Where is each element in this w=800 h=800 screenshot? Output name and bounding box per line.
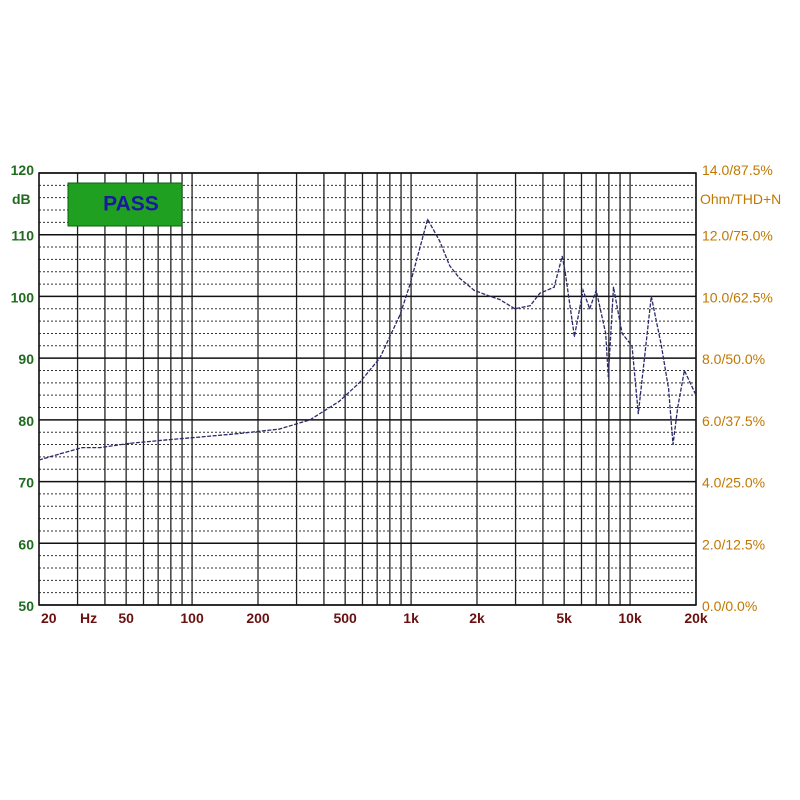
y-right-tick-label: 8.0/50.0% xyxy=(702,351,765,367)
x-tick-label: 1k xyxy=(403,610,419,626)
plot-border xyxy=(38,172,697,606)
data-point xyxy=(605,332,607,335)
y-right-tick-label: 4.0/25.0% xyxy=(702,475,765,491)
data-point xyxy=(660,345,662,347)
data-point xyxy=(278,428,280,430)
data-point xyxy=(458,277,460,279)
y-axis-label: dB xyxy=(12,191,31,207)
data-point xyxy=(631,345,633,347)
y-right-tick-label: 12.0/75.0% xyxy=(702,228,773,244)
data-point xyxy=(399,314,401,316)
pass-badge: PASS xyxy=(67,182,183,227)
data-point xyxy=(650,295,652,298)
data-point xyxy=(514,308,516,310)
x-tick-label: 10k xyxy=(618,610,642,626)
y-right-tick-label: 10.0/62.5% xyxy=(702,289,773,305)
data-point xyxy=(309,419,311,421)
data-point xyxy=(499,298,501,301)
data-point xyxy=(449,264,451,267)
y-tick-label: 120 xyxy=(11,162,35,178)
data-point xyxy=(683,369,685,372)
data-point xyxy=(427,218,429,220)
data-point xyxy=(198,436,200,438)
y-tick-label: 80 xyxy=(18,413,34,429)
data-point xyxy=(668,388,670,390)
y-right-tick-label: 14.0/87.5% xyxy=(702,162,773,178)
curve xyxy=(38,217,697,461)
data-point xyxy=(677,406,679,409)
data-point xyxy=(582,289,584,291)
data-point xyxy=(59,453,61,455)
data-point xyxy=(489,295,491,298)
data-point xyxy=(573,335,576,338)
data-point xyxy=(409,283,411,285)
data-point xyxy=(589,308,591,310)
data-point xyxy=(539,292,541,294)
data-point xyxy=(672,443,674,446)
data-point xyxy=(637,413,639,415)
data-point xyxy=(621,332,623,335)
data-point xyxy=(358,382,360,384)
x-tick-label: 2k xyxy=(469,610,485,626)
data-point xyxy=(607,376,609,378)
pass-badge-box xyxy=(67,182,183,227)
pass-badge-text: PASS xyxy=(103,193,159,216)
data-point xyxy=(99,447,101,449)
data-point xyxy=(338,400,340,402)
data-point xyxy=(695,394,697,396)
y-right-tick-label: 0.0/0.0% xyxy=(702,598,757,614)
y-tick-label: 100 xyxy=(11,289,35,305)
x-tick-label: 20 xyxy=(41,610,57,626)
data-point xyxy=(561,255,563,257)
y-tick-label: 110 xyxy=(11,228,34,244)
data-point xyxy=(595,289,597,291)
data-point xyxy=(529,305,531,307)
data-point xyxy=(38,459,40,461)
data-point xyxy=(81,447,83,449)
y-tick-label: 50 xyxy=(18,598,34,614)
x-tick-label: 100 xyxy=(180,610,204,626)
response-curve xyxy=(38,217,697,461)
data-point xyxy=(439,240,441,242)
x-tick-label: 5k xyxy=(556,610,572,626)
y-tick-label: 60 xyxy=(18,536,34,552)
y-right-axis-label: Ohm/THD+N xyxy=(700,191,781,207)
x-tick-label: 20k xyxy=(684,610,708,626)
y-right-tick-label: 2.0/12.5% xyxy=(702,536,765,552)
x-tick-label: 500 xyxy=(333,610,357,626)
data-point xyxy=(419,246,421,248)
data-point xyxy=(564,271,566,273)
data-point xyxy=(129,442,131,444)
x-axis-label: Hz xyxy=(80,610,97,626)
axis-labels: 120 14.0/87.5% 110 12.0/75.0% 100 10.0/62.5% 9… xyxy=(11,162,773,626)
x-tick-label: 200 xyxy=(246,610,270,626)
y-tick-label: 70 xyxy=(18,475,34,491)
data-point xyxy=(379,357,381,359)
y-tick-label: 90 xyxy=(18,351,34,367)
data-point xyxy=(473,289,475,291)
x-tick-label: 50 xyxy=(118,610,134,626)
data-point xyxy=(169,439,171,441)
data-point xyxy=(612,286,615,288)
grid xyxy=(38,172,697,606)
data-point xyxy=(239,432,241,435)
data-point xyxy=(553,286,555,288)
y-right-tick-label: 6.0/37.5% xyxy=(702,413,765,429)
